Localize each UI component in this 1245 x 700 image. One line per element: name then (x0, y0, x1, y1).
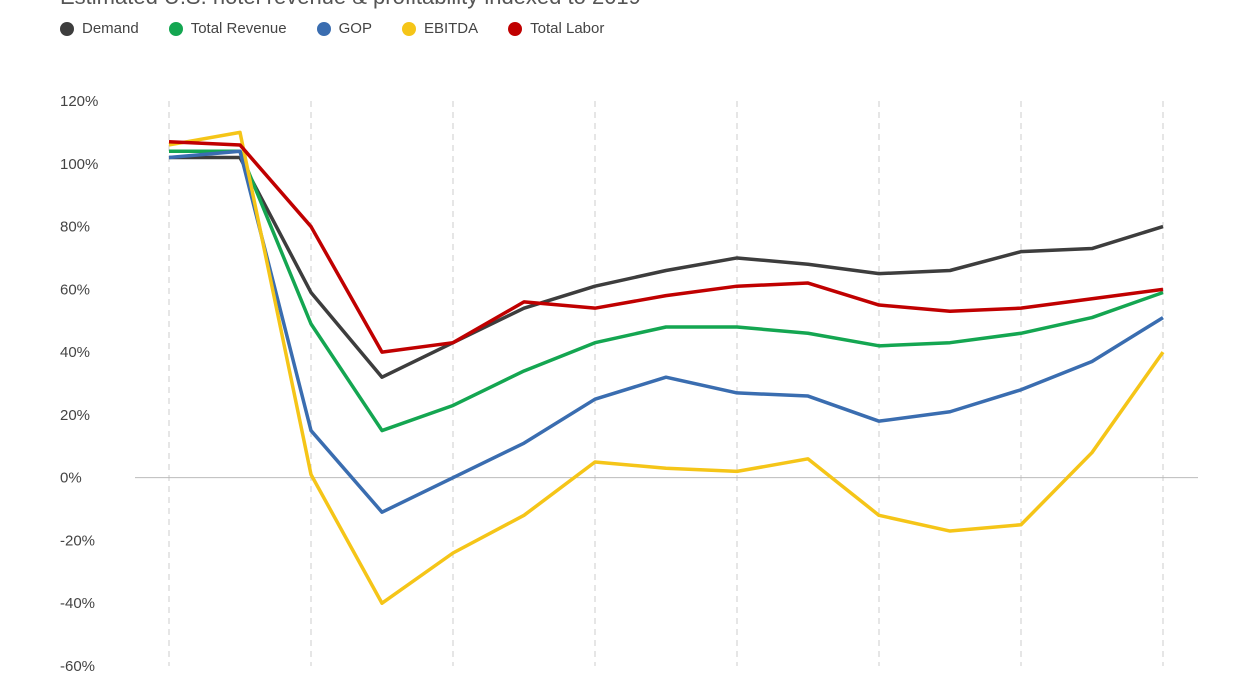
legend-swatch (168, 21, 183, 36)
legend-swatch (508, 21, 523, 36)
y-tick-label: 120% (60, 93, 98, 110)
series-line-gop (168, 149, 1164, 514)
series-line-total-labor (168, 140, 1164, 354)
y-tick-label: 80% (60, 219, 90, 236)
legend-item: Total Revenue (168, 20, 287, 37)
legend-item: EBITDA (401, 20, 479, 37)
y-tick-label: 40% (60, 344, 90, 361)
y-tick-label: 60% (60, 281, 90, 298)
legend-item: Demand (60, 20, 139, 37)
legend-swatch (401, 21, 416, 36)
legend-swatch (316, 21, 331, 36)
series-line-total-revenue (169, 149, 1164, 433)
series-line-demand (169, 155, 1164, 379)
legend-label: Demand (82, 20, 139, 37)
legend-label: EBITDA (423, 20, 479, 37)
y-tick-label: 100% (60, 156, 98, 173)
chart-title: Estimated U.S. hotel revenue & profitabi… (60, 0, 641, 10)
y-tick-label: 20% (60, 407, 90, 424)
legend-label: GOP (338, 20, 372, 37)
legend-item: Total Labor (508, 20, 604, 37)
legend-label: Total Revenue (190, 20, 287, 37)
legend-swatch (60, 21, 74, 36)
legend: Demand Total Revenue GOP EBITDA Total Labor (60, 20, 604, 37)
series-line-ebitda (168, 130, 1165, 605)
y-tick-label: 0% (60, 470, 82, 487)
y-tick-label: -20% (60, 532, 95, 549)
legend-label: Total Labor (530, 20, 605, 37)
y-tick-label: -40% (60, 595, 95, 612)
y-tick-label: -60% (60, 658, 95, 675)
legend-item: GOP (316, 20, 372, 37)
